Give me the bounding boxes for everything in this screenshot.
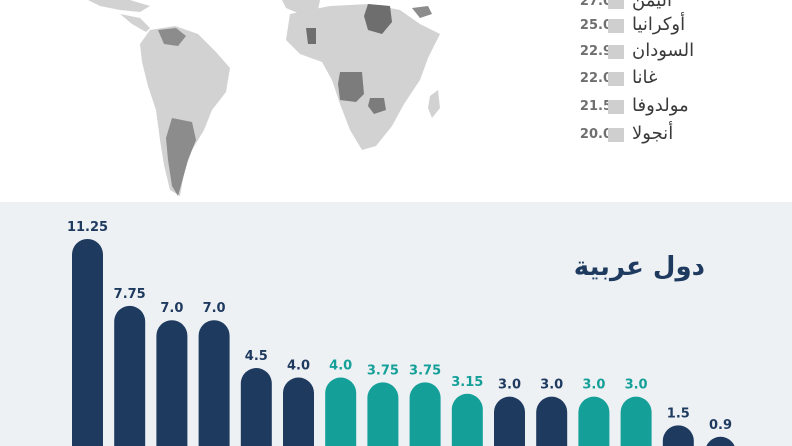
legend-value: 22.0 [579, 71, 612, 86]
bar-chart: 11.25 7.75 7.0 7.0 4.5 4.0 4.0 3.75 3.75 3.15 3.0 3… [67, 220, 735, 446]
bar-chart-panel: 11.25 7.75 7.0 7.0 4.5 4.0 4.0 3.75 3.75 3.15 3.0 3… [0, 202, 792, 446]
map-zimbabwe [368, 98, 386, 114]
legend-item: 22.9 السودان [540, 40, 780, 64]
bar-value-label: 3.15 [451, 375, 483, 390]
legend-value: 25.0 [579, 18, 612, 33]
legend-item: 20.0 أنجولا [540, 123, 780, 147]
bar-value-label: 3.75 [409, 363, 441, 378]
bar-value-label: 3.0 [625, 378, 648, 393]
legend-swatch [608, 45, 624, 59]
bar-value-label: 4.0 [329, 359, 352, 374]
legend-swatch [608, 72, 624, 86]
bar [578, 396, 610, 446]
map-north-america [88, 0, 150, 12]
legend-value: 22.9 [579, 44, 612, 59]
bar [283, 377, 314, 446]
map-argentina [166, 118, 196, 196]
bar [367, 382, 399, 446]
bar-value-label: 1.5 [667, 406, 690, 421]
bar-value-label: 3.0 [582, 378, 605, 393]
legend-swatch [608, 100, 624, 114]
legend-country: مولدوفا [632, 95, 689, 116]
legend-country: السودان [632, 40, 695, 61]
legend-item: 27.0 اليمن [540, 0, 780, 14]
bar-value-label: 4.5 [245, 349, 268, 364]
map-south-america [140, 26, 230, 196]
bar [156, 320, 188, 446]
bar-value-label: 11.25 [67, 220, 108, 235]
bar [662, 425, 694, 446]
legend-country: أوكرانيا [632, 14, 686, 35]
bar-value-label: 4.0 [287, 359, 310, 374]
bar [409, 382, 441, 446]
map-venezuela [158, 28, 186, 46]
bar [706, 436, 735, 446]
map-yemen [412, 6, 432, 18]
legend-swatch [608, 0, 624, 9]
legend-swatch [608, 19, 624, 33]
bar-value-label: 7.75 [114, 287, 146, 302]
bar-value-label: 7.0 [160, 301, 183, 316]
map-ghana [306, 28, 316, 44]
legend-value: 27.0 [579, 0, 612, 9]
bar-value-label: 3.0 [498, 378, 521, 393]
bar-value-label: 0.9 [709, 418, 732, 433]
legend-country: غانا [632, 67, 658, 88]
world-map-panel: 27.0 اليمن 25.0 أوكرانيا 22.9 السودان 22… [0, 0, 792, 202]
legend-value: 20.0 [579, 127, 612, 142]
world-map [88, 0, 440, 196]
bar [620, 396, 652, 446]
legend-item: 21.5 مولدوفا [540, 95, 780, 119]
bar [494, 396, 525, 446]
legend: 27.0 اليمن 25.0 أوكرانيا 22.9 السودان 22… [540, 0, 780, 202]
bar-value-label: 7.0 [203, 301, 226, 316]
map-central-america [120, 14, 150, 32]
legend-country: اليمن [632, 0, 673, 11]
legend-country: أنجولا [632, 123, 674, 144]
map-africa [286, 4, 440, 150]
bar [240, 368, 272, 446]
legend-value: 21.5 [579, 99, 612, 114]
bar [114, 305, 146, 446]
bar-value-label: 3.0 [540, 378, 563, 393]
chart-title: دول عربية [573, 252, 705, 282]
bar-value-label: 3.75 [367, 363, 399, 378]
bar [536, 396, 568, 446]
bar [198, 320, 230, 446]
legend-item: 25.0 أوكرانيا [540, 14, 780, 38]
bar [72, 239, 103, 446]
map-sudan [364, 4, 392, 34]
map-angola [338, 72, 364, 102]
map-madagascar [428, 90, 440, 118]
legend-item: 22.0 غانا [540, 67, 780, 91]
legend-swatch [608, 128, 624, 142]
bar [451, 393, 483, 446]
bar [325, 377, 357, 446]
